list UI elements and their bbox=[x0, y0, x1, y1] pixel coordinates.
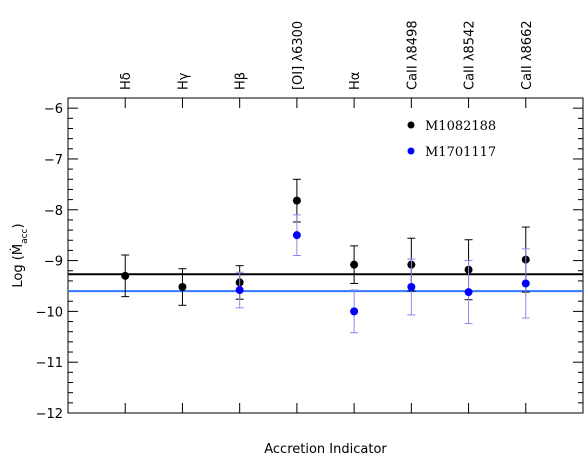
y-axis-title-main: Log ( bbox=[11, 255, 26, 287]
x-category-label: CaII λ8542 bbox=[463, 20, 478, 90]
data-point bbox=[521, 279, 530, 288]
y-tick-label: −8 bbox=[44, 204, 63, 219]
y-axis-title: Log (Ṁacc) bbox=[10, 223, 30, 287]
y-axis-title-close: ) bbox=[11, 223, 26, 228]
y-axis-title-symbol: Ṁ bbox=[10, 244, 26, 255]
y-tick-label: −6 bbox=[44, 102, 63, 117]
legend-label: M1701117 bbox=[425, 145, 496, 160]
y-axis-title-subscript: acc bbox=[20, 228, 30, 243]
data-point bbox=[350, 260, 359, 269]
data-point bbox=[292, 231, 301, 240]
y-tick-label: −10 bbox=[36, 305, 63, 320]
x-category-label: Hα bbox=[348, 72, 363, 90]
legend-label: M1082188 bbox=[425, 119, 496, 134]
x-category-label: Hγ bbox=[176, 72, 191, 90]
y-tick-label: −7 bbox=[44, 153, 63, 168]
data-point bbox=[121, 271, 130, 280]
data-point bbox=[407, 283, 416, 291]
x-category-label: CaII λ8498 bbox=[405, 20, 420, 90]
legend-marker bbox=[407, 147, 415, 155]
x-axis-title: Accretion Indicator bbox=[264, 442, 387, 457]
data-point bbox=[235, 286, 244, 295]
x-category-label: Hβ bbox=[234, 72, 249, 90]
y-tick-label: −9 bbox=[44, 255, 63, 270]
x-category-label: [OI] λ6300 bbox=[291, 21, 306, 90]
x-category-label: CaII λ8662 bbox=[520, 20, 535, 90]
data-point bbox=[292, 196, 301, 205]
y-tick-label: −11 bbox=[36, 356, 63, 371]
y-tick-label: −12 bbox=[36, 407, 63, 422]
plot-frame bbox=[67, 97, 584, 414]
x-category-label: Hδ bbox=[119, 72, 134, 90]
data-point bbox=[464, 288, 473, 297]
data-point bbox=[178, 283, 187, 291]
data-point bbox=[350, 307, 359, 316]
legend-marker bbox=[407, 121, 415, 129]
